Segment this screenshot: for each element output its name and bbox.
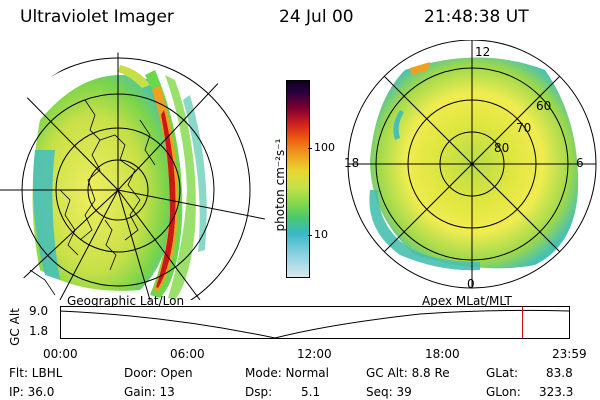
timeline-ytick-bottom: 1.8: [29, 324, 49, 338]
polar-grid: [347, 40, 597, 289]
dsp-label: Dsp:: [245, 385, 273, 399]
gc-alt-info: GC Alt: 8.8 Re: [366, 366, 450, 380]
glon-label: GLon:: [486, 385, 521, 399]
image-time: 21:48:38 UT: [424, 7, 529, 27]
colorbar-tick-10: [308, 235, 312, 236]
timeline-ylabel: GC Alt: [7, 308, 22, 346]
mlat-label-70: 70: [516, 121, 531, 135]
mlat-label-60: 60: [536, 99, 551, 113]
timeline-xtick-0000: 00:00: [43, 347, 78, 361]
right-panel-label: Apex MLat/MLT: [422, 294, 512, 308]
filter-info: Flt: LBHL: [9, 366, 63, 380]
glon-value: 323.3: [539, 385, 574, 399]
colorbar-tick-100: [308, 148, 312, 149]
color-scale-bar: [286, 80, 310, 278]
colorbar-label-100: 100: [314, 141, 335, 154]
mode-info: Mode: Normal: [245, 366, 329, 380]
mlat-label-80: 80: [494, 141, 509, 155]
door-info: Door: Open: [124, 366, 193, 380]
aurora-emission-left: [32, 65, 207, 300]
timeline-xtick-1800: 18:00: [425, 347, 460, 361]
mlt-label-18: 18: [344, 156, 359, 170]
seq-info: Seq: 39: [366, 385, 412, 399]
timeline-xtick-2359: 23:59: [552, 347, 587, 361]
image-date: 24 Jul 00: [279, 7, 354, 27]
ip-info: IP: 36.0: [9, 385, 55, 399]
altitude-timeline-plot: [60, 306, 570, 339]
glat-label: GLat:: [486, 366, 519, 380]
left-panel-label: Geographic Lat/Lon: [67, 294, 185, 308]
mlt-label-6: 6: [576, 156, 584, 170]
colorbar-label-10: 10: [314, 228, 328, 241]
timeline-xtick-1200: 12:00: [297, 347, 332, 361]
timeline-ytick-top: 9.0: [29, 304, 49, 318]
geographic-image-panel: [0, 52, 268, 300]
timeline-xtick-0600: 06:00: [170, 347, 205, 361]
continent-outlines: [29, 99, 156, 296]
timeline-frame: [60, 306, 570, 339]
altitude-curve: [60, 309, 570, 339]
geographic-grid: [0, 52, 268, 300]
mlt-label-12: 12: [475, 45, 490, 59]
gain-info: Gain: 13: [124, 385, 175, 399]
colorbar-unit-label: photon cm⁻²s⁻¹: [273, 138, 287, 232]
instrument-title: Ultraviolet Imager: [20, 7, 174, 27]
dsp-value: 5.1: [301, 385, 321, 399]
mlt-label-0: 0: [467, 277, 475, 291]
magnetic-polar-panel: 12 18 6 0 60 70 80: [344, 40, 597, 291]
glat-value: 83.8: [546, 366, 573, 380]
